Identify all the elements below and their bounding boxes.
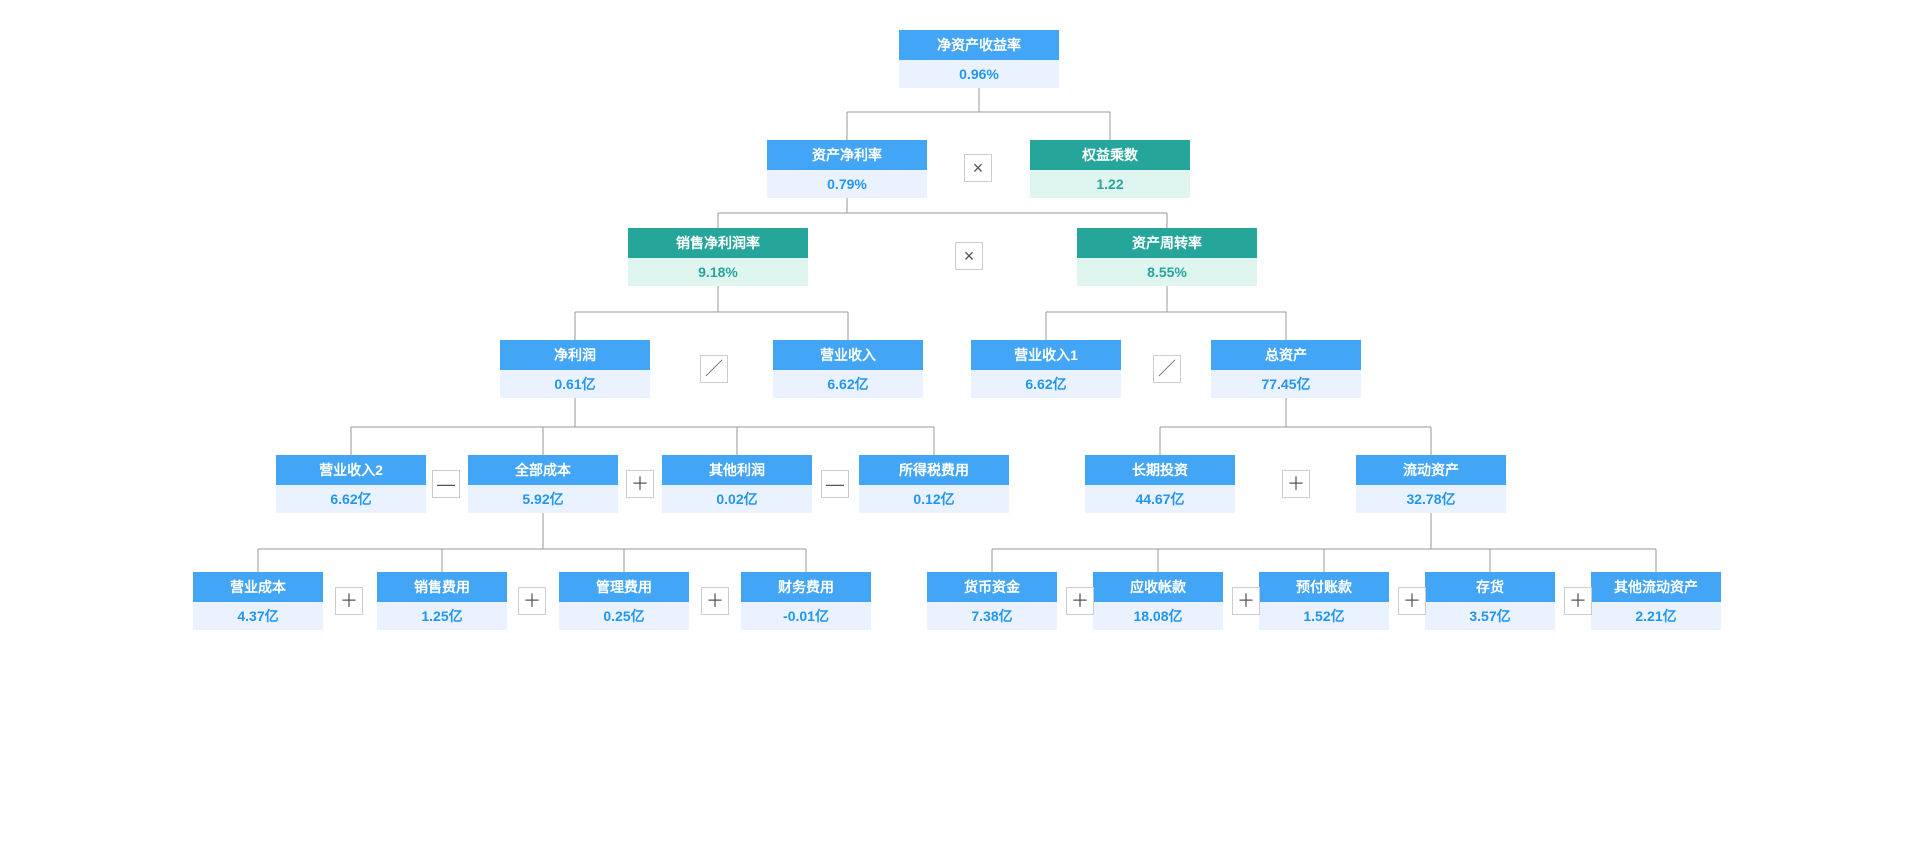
node-lt_inv: 长期投资44.67亿 (1085, 455, 1235, 513)
node-value: 6.62亿 (773, 370, 923, 398)
node-label: 货币资金 (927, 572, 1057, 602)
node-value: -0.01亿 (741, 602, 871, 630)
node-value: 77.45亿 (1211, 370, 1361, 398)
node-total_cost: 全部成本5.92亿 (468, 455, 618, 513)
node-at: 资产周转率8.55% (1077, 228, 1257, 286)
operator-op_r6_6: ＋ (1398, 587, 1426, 615)
node-other_profit: 其他利润0.02亿 (662, 455, 812, 513)
node-label: 存货 (1425, 572, 1555, 602)
node-label: 资产净利率 (767, 140, 927, 170)
node-value: 1.25亿 (377, 602, 507, 630)
operator-op_r6_4: ＋ (1066, 587, 1094, 615)
node-value: 8.55% (1077, 258, 1257, 286)
node-label: 所得税费用 (859, 455, 1009, 485)
operator-op_roa: × (955, 242, 983, 270)
node-sales_exp: 销售费用1.25亿 (377, 572, 507, 630)
node-rev1: 营业收入16.62亿 (971, 340, 1121, 398)
node-label: 营业收入2 (276, 455, 426, 485)
node-npm: 销售净利润率9.18% (628, 228, 808, 286)
node-label: 应收帐款 (1093, 572, 1223, 602)
node-fin_exp: 财务费用-0.01亿 (741, 572, 871, 630)
node-value: 3.57亿 (1425, 602, 1555, 630)
node-value: 7.38亿 (927, 602, 1057, 630)
node-value: 9.18% (628, 258, 808, 286)
node-prepay: 预付账款1.52亿 (1259, 572, 1389, 630)
node-tax: 所得税费用0.12亿 (859, 455, 1009, 513)
node-value: 0.25亿 (559, 602, 689, 630)
node-roe: 净资产收益率0.96% (899, 30, 1059, 88)
node-label: 预付账款 (1259, 572, 1389, 602)
node-label: 营业成本 (193, 572, 323, 602)
node-label: 资产周转率 (1077, 228, 1257, 258)
node-inv: 存货3.57亿 (1425, 572, 1555, 630)
operator-op_r5_1: — (432, 470, 460, 498)
node-roa: 资产净利率0.79% (767, 140, 927, 198)
node-ta: 总资产77.45亿 (1211, 340, 1361, 398)
node-value: 6.62亿 (971, 370, 1121, 398)
operator-op_r5_2: ＋ (626, 470, 654, 498)
operator-op_r6_3: ＋ (701, 587, 729, 615)
node-label: 净资产收益率 (899, 30, 1059, 60)
node-label: 全部成本 (468, 455, 618, 485)
node-value: 18.08亿 (1093, 602, 1223, 630)
node-cash: 货币资金7.38亿 (927, 572, 1057, 630)
node-label: 营业收入1 (971, 340, 1121, 370)
node-rev2: 营业收入26.62亿 (276, 455, 426, 513)
node-ar: 应收帐款18.08亿 (1093, 572, 1223, 630)
node-label: 财务费用 (741, 572, 871, 602)
node-em: 权益乘数1.22 (1030, 140, 1190, 198)
operator-op_r6_2: ＋ (518, 587, 546, 615)
node-label: 营业收入 (773, 340, 923, 370)
node-value: 0.02亿 (662, 485, 812, 513)
node-value: 32.78亿 (1356, 485, 1506, 513)
node-value: 4.37亿 (193, 602, 323, 630)
operator-op_at: ／ (1153, 355, 1181, 383)
node-value: 2.21亿 (1591, 602, 1721, 630)
node-np: 净利润0.61亿 (500, 340, 650, 398)
node-label: 总资产 (1211, 340, 1361, 370)
operator-op_r5_4: ＋ (1282, 470, 1310, 498)
node-value: 0.79% (767, 170, 927, 198)
node-label: 管理费用 (559, 572, 689, 602)
node-value: 1.22 (1030, 170, 1190, 198)
node-label: 其他利润 (662, 455, 812, 485)
node-value: 0.61亿 (500, 370, 650, 398)
node-rev: 营业收入6.62亿 (773, 340, 923, 398)
dupont-diagram: 净资产收益率0.96% 资产净利率0.79% 权益乘数1.22 销售净利润率9.18%… (179, 0, 1741, 720)
node-value: 0.12亿 (859, 485, 1009, 513)
node-other_ca: 其他流动资产2.21亿 (1591, 572, 1721, 630)
operator-op_npm: ／ (700, 355, 728, 383)
operator-op_r6_1: ＋ (335, 587, 363, 615)
node-label: 流动资产 (1356, 455, 1506, 485)
node-value: 1.52亿 (1259, 602, 1389, 630)
operator-op_r6_7: ＋ (1564, 587, 1592, 615)
node-label: 其他流动资产 (1591, 572, 1721, 602)
node-label: 销售费用 (377, 572, 507, 602)
node-label: 长期投资 (1085, 455, 1235, 485)
node-label: 权益乘数 (1030, 140, 1190, 170)
node-value: 5.92亿 (468, 485, 618, 513)
node-value: 44.67亿 (1085, 485, 1235, 513)
node-admin_exp: 管理费用0.25亿 (559, 572, 689, 630)
node-label: 销售净利润率 (628, 228, 808, 258)
operator-op_r6_5: ＋ (1232, 587, 1260, 615)
node-ca: 流动资产32.78亿 (1356, 455, 1506, 513)
node-label: 净利润 (500, 340, 650, 370)
node-value: 0.96% (899, 60, 1059, 88)
operator-op_r5_3: — (821, 470, 849, 498)
node-cogs: 营业成本4.37亿 (193, 572, 323, 630)
node-value: 6.62亿 (276, 485, 426, 513)
operator-op_roe: × (964, 154, 992, 182)
